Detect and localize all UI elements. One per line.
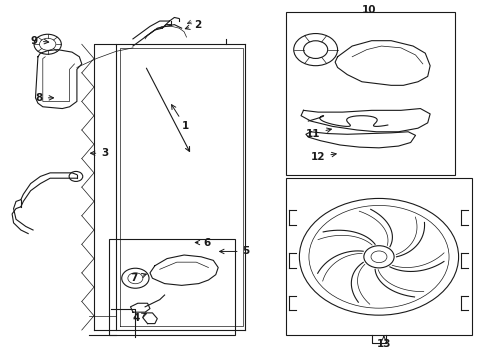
- Text: 13: 13: [377, 336, 391, 349]
- Text: 9: 9: [31, 36, 49, 46]
- Bar: [109, 239, 235, 336]
- Text: 4: 4: [133, 312, 147, 323]
- Text: 5: 5: [220, 247, 250, 256]
- Text: 8: 8: [36, 93, 53, 103]
- Text: 1: 1: [172, 105, 189, 131]
- Text: 3: 3: [91, 148, 108, 158]
- Text: 6: 6: [196, 238, 211, 248]
- Text: 12: 12: [311, 152, 336, 162]
- Text: 11: 11: [306, 128, 331, 139]
- Bar: [287, 12, 455, 175]
- Text: 10: 10: [362, 5, 376, 15]
- Bar: [287, 178, 471, 336]
- Text: 7: 7: [130, 273, 147, 283]
- Text: 2: 2: [185, 19, 201, 30]
